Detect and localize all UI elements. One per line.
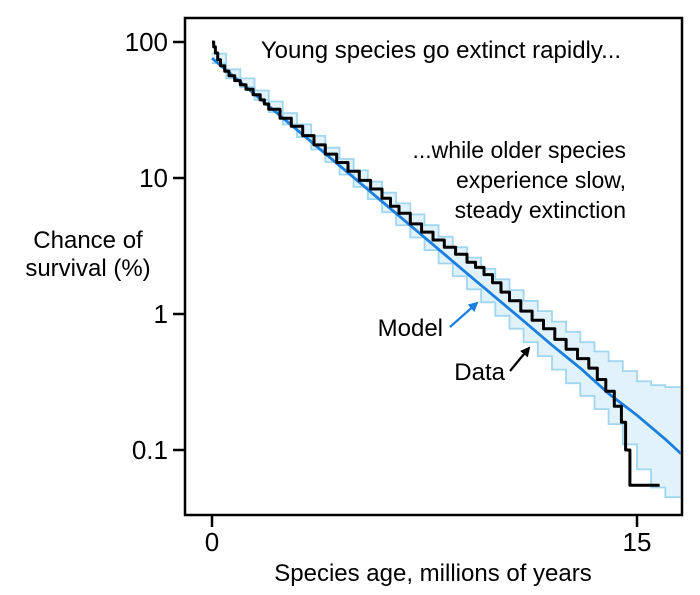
x-tick-label-15: 15: [623, 527, 652, 557]
annotation-right-line2: experience slow,: [456, 167, 626, 193]
y-tick-label-1: 1: [154, 299, 168, 329]
confidence-band-upper-edge: [212, 52, 681, 388]
y-axis-label-line1: Chance of: [33, 227, 143, 254]
y-tick-label-10: 10: [139, 163, 168, 193]
x-axis-label: Species age, millions of years: [274, 560, 591, 587]
data-line: [212, 40, 660, 487]
plot-frame: [183, 16, 684, 517]
y-axis-label-line2: survival (%): [25, 255, 150, 282]
y-tick-label-100: 100: [125, 27, 168, 57]
model-label: Model: [378, 315, 443, 342]
annotation-right-line1: ...while older species: [413, 137, 627, 163]
model-arrow: [449, 301, 479, 328]
data-arrow: [509, 346, 531, 372]
annotation-top: Young species go extinct rapidly...: [261, 37, 621, 64]
confidence-band-lower-edge: [212, 62, 681, 499]
x-tick-label-0: 0: [205, 527, 219, 557]
data-label: Data: [454, 359, 505, 386]
annotation-right-line3: steady extinction: [455, 197, 626, 223]
y-tick-label-0_1: 0.1: [132, 435, 168, 465]
